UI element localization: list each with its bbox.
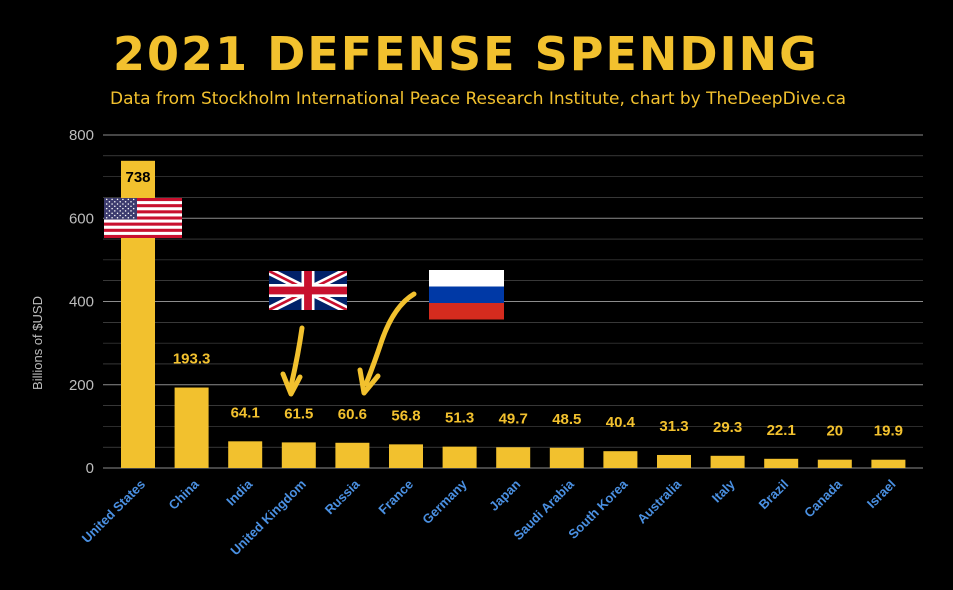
value-label: 51.3	[445, 410, 474, 427]
y-axis-ticks: 0 200 400 600 800	[69, 127, 94, 477]
value-label: 738	[125, 169, 150, 186]
bar	[228, 441, 263, 468]
bar	[389, 444, 423, 468]
bar	[496, 447, 531, 468]
y-tick-label: 200	[69, 377, 94, 394]
value-label: 20	[826, 423, 843, 440]
value-label: 40.4	[606, 414, 636, 431]
y-tick-label: 400	[69, 294, 94, 311]
bar	[442, 446, 477, 468]
chart-title: 2021 DEFENSE SPENDING	[113, 27, 819, 81]
bar	[817, 459, 852, 468]
gridlines	[103, 134, 923, 469]
bar	[281, 442, 316, 468]
russia-flag-icon	[429, 270, 504, 320]
bars	[121, 160, 906, 468]
value-label: 29.3	[713, 419, 742, 436]
value-label: 60.6	[338, 406, 367, 423]
curved-arrow-icon	[280, 325, 305, 397]
bar	[174, 387, 209, 468]
value-label: 56.8	[391, 407, 420, 424]
uk-flag-icon	[269, 271, 347, 310]
value-label: 19.9	[874, 423, 903, 440]
curved-arrow-icon	[357, 291, 417, 396]
chart-subtitle: Data from Stockholm International Peace …	[110, 89, 846, 109]
bar	[764, 458, 799, 468]
value-label: 64.1	[231, 404, 260, 421]
value-label: 22.1	[767, 422, 796, 439]
bar	[871, 459, 906, 468]
value-label: 48.5	[552, 411, 581, 428]
value-label: 193.3	[173, 351, 211, 368]
value-label: 61.5	[284, 405, 313, 422]
y-tick-label: 800	[69, 127, 94, 144]
value-label: 49.7	[499, 410, 528, 427]
y-tick-label: 600	[69, 210, 94, 227]
bar	[549, 447, 584, 468]
bar	[657, 454, 691, 468]
y-axis-label: Billions of $USD	[30, 296, 45, 390]
value-label: 31.3	[659, 418, 688, 435]
value-labels: 738 193.3 64.1 61.5 60.6 56.8 51.3 49.7 48.5 40.4…	[125, 169, 903, 440]
y-tick-label: 0	[86, 460, 94, 477]
bar	[710, 455, 745, 468]
bar	[603, 451, 638, 468]
bar	[335, 442, 370, 468]
us-flag-icon	[104, 198, 182, 238]
